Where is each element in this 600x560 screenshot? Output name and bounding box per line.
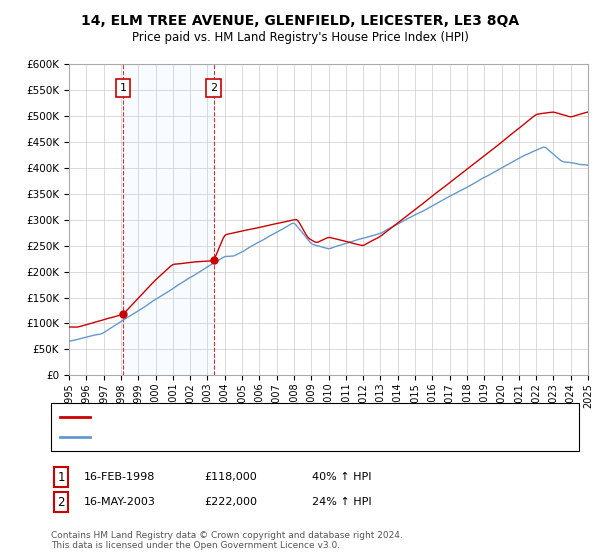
Text: 1: 1	[119, 83, 127, 93]
Text: 1: 1	[58, 470, 65, 484]
Text: 40% ↑ HPI: 40% ↑ HPI	[312, 472, 371, 482]
Text: Contains HM Land Registry data © Crown copyright and database right 2024.
This d: Contains HM Land Registry data © Crown c…	[51, 530, 403, 550]
Bar	[123, 64, 214, 375]
Text: 14, ELM TREE AVENUE, GLENFIELD, LEICESTER, LE3 8QA: 14, ELM TREE AVENUE, GLENFIELD, LEICESTE…	[81, 14, 519, 28]
Text: 16-FEB-1998: 16-FEB-1998	[84, 472, 155, 482]
Text: 16-MAY-2003: 16-MAY-2003	[84, 497, 156, 507]
Text: Price paid vs. HM Land Registry's House Price Index (HPI): Price paid vs. HM Land Registry's House …	[131, 31, 469, 44]
Text: 2: 2	[210, 83, 217, 93]
Text: £222,000: £222,000	[204, 497, 257, 507]
Text: HPI: Average price, detached house, Blaby: HPI: Average price, detached house, Blab…	[96, 432, 304, 442]
Text: £118,000: £118,000	[204, 472, 257, 482]
Text: 2: 2	[58, 496, 65, 509]
Text: 24% ↑ HPI: 24% ↑ HPI	[312, 497, 371, 507]
Text: 14, ELM TREE AVENUE, GLENFIELD, LEICESTER, LE3 8QA (detached house): 14, ELM TREE AVENUE, GLENFIELD, LEICESTE…	[96, 412, 461, 422]
